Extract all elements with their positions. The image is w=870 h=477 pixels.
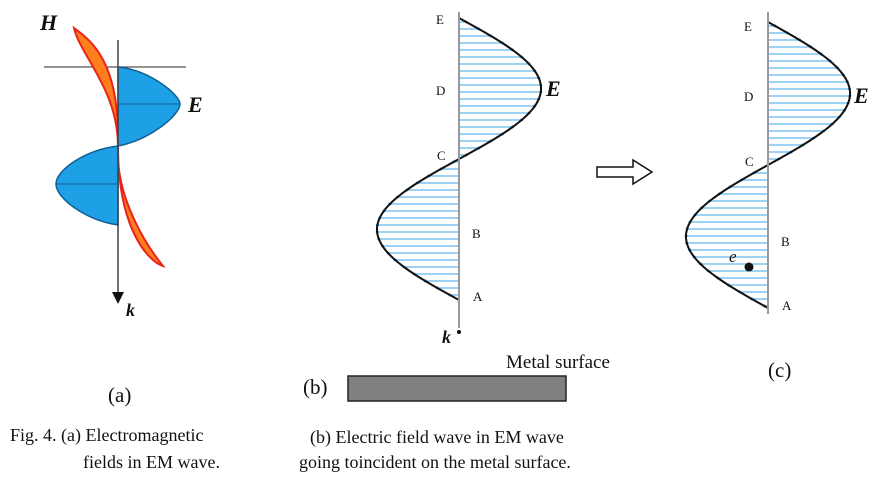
- figure-caption: Fig. 4. (a) Electromagnetic fields in EM…: [10, 425, 571, 472]
- panel-b-axis-end: [457, 330, 461, 334]
- point-label-b: B: [781, 234, 790, 249]
- caption-right-line-2: going toincident on the metal surface.: [299, 452, 571, 472]
- point-label-a: A: [782, 298, 792, 313]
- caption-left-line-1: Fig. 4. (a) Electromagnetic: [10, 425, 203, 446]
- point-label-d: D: [744, 89, 753, 104]
- e-field-wave-lower: [55, 145, 119, 226]
- metal-surface: [347, 375, 567, 402]
- point-label-b: B: [472, 226, 481, 241]
- panel-a-em-fields: H E k (a): [39, 10, 203, 407]
- point-label-e: E: [744, 19, 752, 34]
- e-field-label: E: [187, 92, 203, 117]
- panel-a-label: (a): [108, 383, 131, 407]
- transition-arrow: [596, 158, 654, 186]
- panel-c-electron-in-field: E D C B A E e (c): [684, 12, 869, 382]
- point-label-e: E: [436, 12, 444, 27]
- h-field-wave: [72, 25, 166, 268]
- caption-right-line-1: (b) Electric field wave in EM wave: [310, 427, 564, 448]
- e-field-wave-upper: [117, 66, 181, 147]
- panel-b-e-label: E: [545, 76, 561, 101]
- metal-surface-label: Metal surface: [506, 352, 610, 373]
- panel-b-label: (b): [303, 375, 328, 399]
- caption-left-line-2: fields in EM wave.: [83, 452, 220, 472]
- panel-b-electric-field-wave: E D C B A E k Metal surface (b): [303, 12, 610, 402]
- k-direction-label: k: [126, 300, 135, 320]
- electron-dot: [744, 262, 754, 272]
- h-field-label: H: [39, 10, 58, 35]
- panel-b-k-label: k: [442, 327, 451, 347]
- point-label-c: C: [745, 154, 754, 169]
- electron-label: e: [729, 247, 737, 266]
- panel-c-hatching: [684, 24, 852, 308]
- point-label-a: A: [473, 289, 483, 304]
- point-label-c: C: [437, 148, 446, 163]
- point-label-d: D: [436, 83, 445, 98]
- panel-c-label: (c): [768, 358, 791, 382]
- panel-c-e-label: E: [853, 83, 869, 108]
